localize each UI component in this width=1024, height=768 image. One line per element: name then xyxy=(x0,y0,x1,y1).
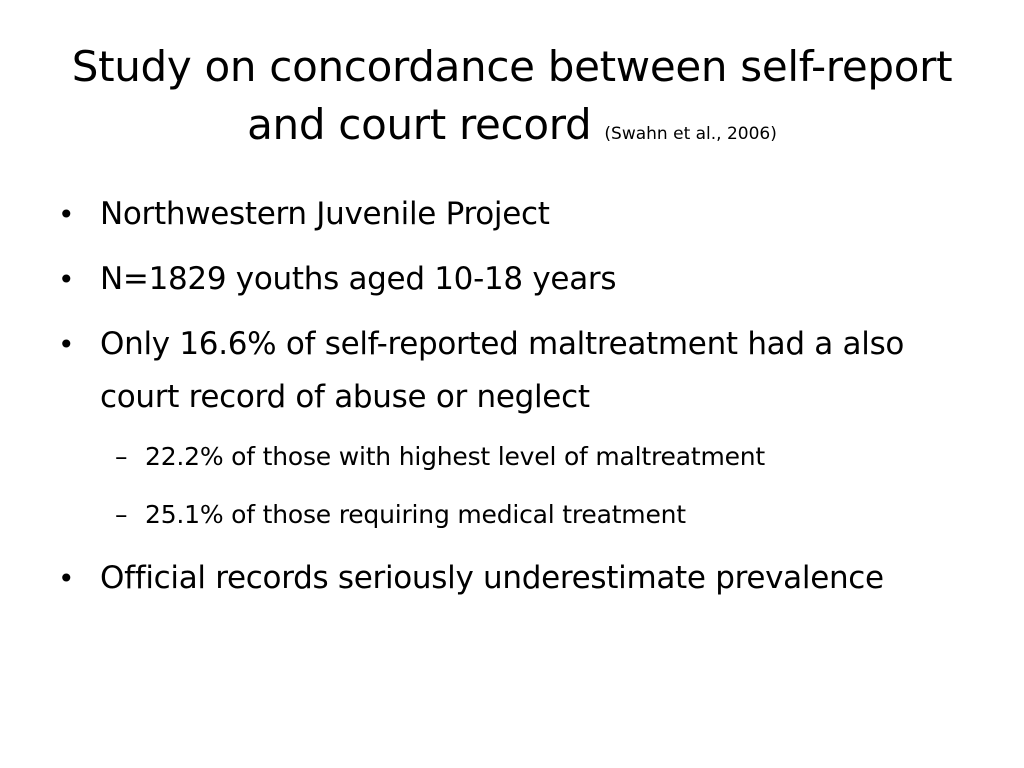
slide-title: Study on concordance between self-report… xyxy=(60,38,964,163)
sub-bullet-marker: – xyxy=(115,500,128,529)
bullet-list: • Northwestern Juvenile Project • N=1829… xyxy=(58,188,978,617)
bullet-marker: • xyxy=(58,562,75,595)
sub-bullet-text: 22.2% of those with highest level of mal… xyxy=(145,442,766,471)
bullet-marker: • xyxy=(58,198,75,231)
bullet-item-official-records: • Official records seriously underestima… xyxy=(58,552,978,605)
title-main: Study on concordance between self-report… xyxy=(71,42,953,149)
bullet-item-sample: • N=1829 youths aged 10-18 years xyxy=(58,253,978,306)
bullet-text: Northwestern Juvenile Project xyxy=(100,196,550,232)
sub-bullet-text: 25.1% of those requiring medical treatme… xyxy=(145,500,686,529)
sub-bullet-highest-level: – 22.2% of those with highest level of m… xyxy=(58,436,978,478)
bullet-item-project: • Northwestern Juvenile Project xyxy=(58,188,978,241)
bullet-text: Official records seriously underestimate… xyxy=(100,560,884,596)
bullet-text: N=1829 youths aged 10-18 years xyxy=(100,261,617,297)
bullet-text: Only 16.6% of self-reported maltreatment… xyxy=(100,326,905,415)
sub-bullet-medical: – 25.1% of those requiring medical treat… xyxy=(58,494,978,536)
bullet-item-concordance: • Only 16.6% of self-reported maltreatme… xyxy=(58,318,978,424)
bullet-marker: • xyxy=(58,328,75,361)
title-citation: (Swahn et al., 2006) xyxy=(604,124,777,144)
sub-bullet-marker: – xyxy=(115,442,128,471)
bullet-marker: • xyxy=(58,263,75,296)
